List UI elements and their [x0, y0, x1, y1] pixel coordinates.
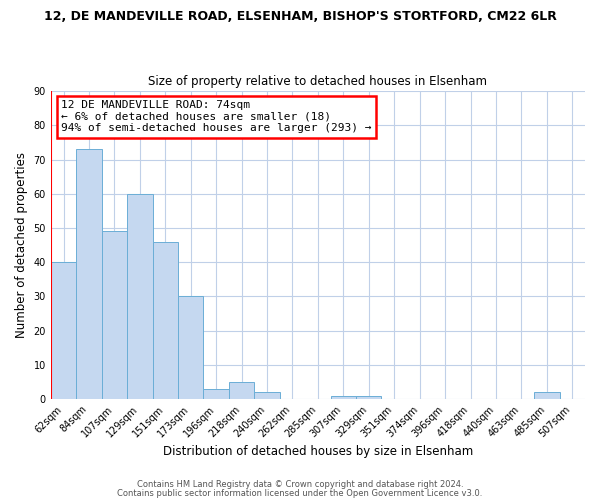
Bar	[356, 396, 382, 399]
Bar	[534, 392, 560, 399]
Text: Contains HM Land Registry data © Crown copyright and database right 2024.: Contains HM Land Registry data © Crown c…	[137, 480, 463, 489]
Title: Size of property relative to detached houses in Elsenham: Size of property relative to detached ho…	[148, 76, 487, 88]
Bar	[51, 262, 76, 399]
Text: 12, DE MANDEVILLE ROAD, ELSENHAM, BISHOP'S STORTFORD, CM22 6LR: 12, DE MANDEVILLE ROAD, ELSENHAM, BISHOP…	[44, 10, 556, 23]
Bar	[254, 392, 280, 399]
Bar	[152, 242, 178, 399]
Bar	[331, 396, 356, 399]
Bar	[203, 389, 229, 399]
Bar	[76, 150, 101, 399]
Bar	[178, 296, 203, 399]
X-axis label: Distribution of detached houses by size in Elsenham: Distribution of detached houses by size …	[163, 444, 473, 458]
Text: Contains public sector information licensed under the Open Government Licence v3: Contains public sector information licen…	[118, 489, 482, 498]
Bar	[101, 232, 127, 399]
Bar	[229, 382, 254, 399]
Bar	[127, 194, 152, 399]
Y-axis label: Number of detached properties: Number of detached properties	[15, 152, 28, 338]
Text: 12 DE MANDEVILLE ROAD: 74sqm
← 6% of detached houses are smaller (18)
94% of sem: 12 DE MANDEVILLE ROAD: 74sqm ← 6% of det…	[61, 100, 372, 134]
